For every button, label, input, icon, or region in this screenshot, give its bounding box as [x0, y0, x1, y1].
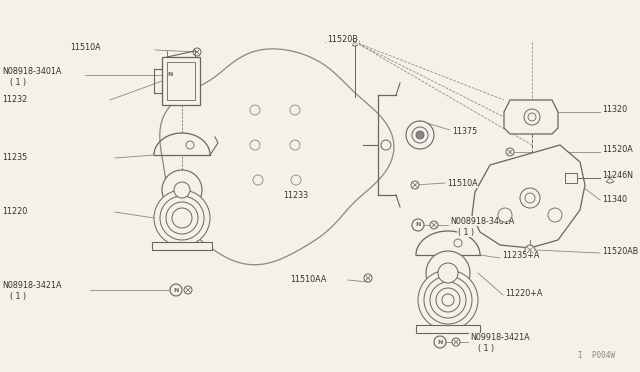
Circle shape	[418, 270, 478, 330]
Circle shape	[406, 121, 434, 149]
Text: ( 1 ): ( 1 )	[478, 344, 494, 353]
Bar	[416, 325, 480, 333]
Bar	[152, 242, 212, 250]
Circle shape	[174, 182, 190, 198]
Text: 11510AA: 11510AA	[290, 276, 326, 285]
Circle shape	[524, 109, 540, 125]
Circle shape	[525, 245, 535, 255]
Circle shape	[605, 173, 615, 183]
Circle shape	[525, 193, 535, 203]
Circle shape	[170, 284, 182, 296]
Text: 11510A: 11510A	[70, 44, 100, 52]
Text: 11220: 11220	[2, 208, 28, 217]
Circle shape	[253, 175, 263, 185]
Text: 11520AB: 11520AB	[602, 247, 638, 257]
Circle shape	[162, 170, 202, 210]
Text: N: N	[415, 222, 420, 228]
Text: 11235+A: 11235+A	[502, 251, 540, 260]
Circle shape	[520, 188, 540, 208]
Circle shape	[364, 274, 372, 282]
Text: 11320: 11320	[602, 106, 627, 115]
Circle shape	[193, 48, 201, 56]
Text: 11232: 11232	[2, 96, 28, 105]
Text: 11233: 11233	[283, 192, 308, 201]
Circle shape	[290, 105, 300, 115]
Circle shape	[416, 131, 424, 139]
Text: ( 1 ): ( 1 )	[10, 292, 26, 301]
Circle shape	[184, 286, 192, 294]
Circle shape	[164, 69, 176, 81]
Circle shape	[412, 127, 428, 143]
Circle shape	[434, 336, 446, 348]
Circle shape	[381, 140, 391, 150]
Text: ( 1 ): ( 1 )	[458, 228, 474, 237]
Circle shape	[412, 219, 424, 231]
Bar	[565, 173, 577, 183]
Circle shape	[498, 208, 512, 222]
Text: I  P004W: I P004W	[578, 351, 615, 360]
Text: 11375: 11375	[452, 128, 477, 137]
Circle shape	[430, 221, 438, 229]
Circle shape	[411, 181, 419, 189]
Circle shape	[506, 148, 514, 156]
Polygon shape	[504, 100, 558, 134]
Circle shape	[438, 263, 458, 283]
Circle shape	[528, 113, 536, 121]
Circle shape	[351, 38, 359, 46]
Circle shape	[250, 140, 260, 150]
Circle shape	[186, 141, 194, 149]
Text: N: N	[437, 340, 443, 344]
Circle shape	[426, 251, 470, 295]
Text: 11520A: 11520A	[602, 145, 633, 154]
Circle shape	[548, 208, 562, 222]
Text: ( 1 ): ( 1 )	[10, 77, 26, 87]
Bar	[162, 57, 200, 105]
Polygon shape	[160, 49, 394, 265]
Circle shape	[291, 175, 301, 185]
Bar	[167, 62, 195, 100]
Text: 11510A: 11510A	[447, 179, 477, 187]
Circle shape	[290, 140, 300, 150]
Text: N008918-3401A: N008918-3401A	[450, 217, 515, 225]
Text: N: N	[167, 73, 173, 77]
Polygon shape	[472, 145, 585, 248]
Text: N09918-3421A: N09918-3421A	[470, 334, 530, 343]
Text: 11520B: 11520B	[327, 35, 358, 45]
Text: N08918-3401A: N08918-3401A	[2, 67, 61, 76]
Circle shape	[454, 239, 462, 247]
Circle shape	[154, 190, 210, 246]
Text: 11340: 11340	[602, 196, 627, 205]
Text: N: N	[173, 288, 179, 292]
Circle shape	[452, 338, 460, 346]
Text: 11235: 11235	[2, 154, 28, 163]
Text: N08918-3421A: N08918-3421A	[2, 282, 61, 291]
Text: 11246N: 11246N	[602, 171, 633, 180]
Text: 11220+A: 11220+A	[505, 289, 542, 298]
Circle shape	[250, 105, 260, 115]
